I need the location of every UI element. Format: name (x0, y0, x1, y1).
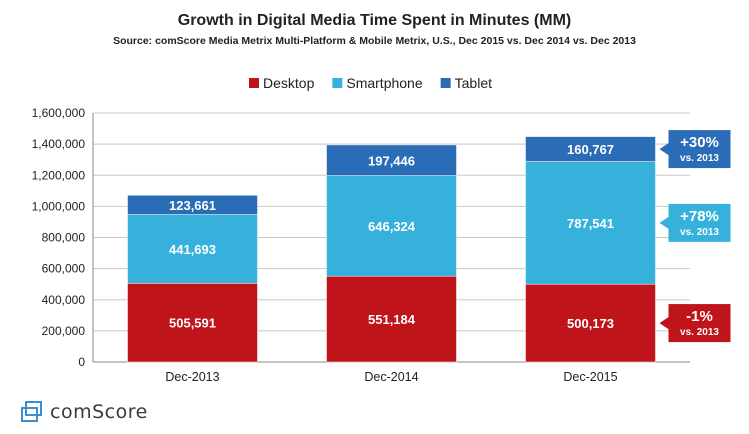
y-tick-label: 600,000 (42, 262, 86, 276)
chart-title: Growth in Digital Media Time Spent in Mi… (177, 12, 572, 29)
chart-subtitle: Source: comScore Media Metrix Multi-Plat… (113, 35, 636, 47)
x-tick-label: Dec-2014 (364, 370, 418, 384)
callout-box (668, 203, 731, 242)
y-tick-label: 400,000 (42, 293, 86, 307)
callout-arrow (659, 216, 669, 229)
y-tick-label: 200,000 (42, 324, 86, 338)
callout-note: vs. 2013 (680, 153, 719, 164)
data-label: 500,173 (567, 316, 614, 331)
data-label: 197,446 (368, 153, 415, 168)
data-label: 787,541 (567, 216, 614, 231)
data-label: 505,591 (169, 316, 216, 331)
bar-segment (127, 195, 258, 215)
bar-segment (127, 283, 258, 363)
comscore-logo-icon (21, 401, 42, 422)
legend-label: Smartphone (346, 75, 422, 91)
legend-swatch (249, 78, 259, 88)
legend-swatch (332, 78, 343, 88)
callout-box (668, 304, 731, 343)
x-tick-label: Dec-2015 (563, 370, 617, 384)
legend-label: Desktop (263, 75, 315, 91)
callout-value: -1% (686, 308, 713, 325)
data-label: 646,324 (368, 219, 416, 234)
comscore-logo: comScore (20, 401, 148, 423)
callout-arrow (659, 317, 669, 330)
y-tick-label: 0 (78, 355, 85, 369)
bar-segment (326, 175, 457, 277)
callout-value: +30% (680, 134, 719, 151)
y-tick-label: 1,400,000 (32, 137, 86, 151)
legend-label: Tablet (455, 75, 492, 91)
legend-swatch (440, 78, 451, 88)
callout-note: vs. 2013 (680, 227, 719, 238)
bar-segment (525, 161, 656, 285)
y-tick-label: 800,000 (42, 231, 86, 245)
data-label: 123,661 (169, 198, 216, 213)
callout-note: vs. 2013 (680, 327, 719, 338)
data-label: 551,184 (368, 312, 416, 327)
y-tick-label: 1,000,000 (32, 199, 86, 213)
y-tick-label: 1,200,000 (32, 168, 86, 182)
bar-segment (326, 144, 457, 176)
bar-segment (525, 283, 656, 363)
data-label: 160,767 (567, 142, 614, 157)
bar-segment (127, 214, 258, 284)
data-label: 441,693 (169, 242, 216, 257)
callout-box (668, 130, 731, 169)
x-tick-label: Dec-2013 (165, 370, 219, 384)
logo-text: comScore (50, 401, 148, 423)
bar-segment (326, 275, 457, 363)
y-tick-label: 1,600,000 (32, 106, 86, 120)
callout-arrow (659, 143, 669, 156)
callout-value: +78% (680, 208, 719, 225)
bar-segment (525, 136, 656, 162)
